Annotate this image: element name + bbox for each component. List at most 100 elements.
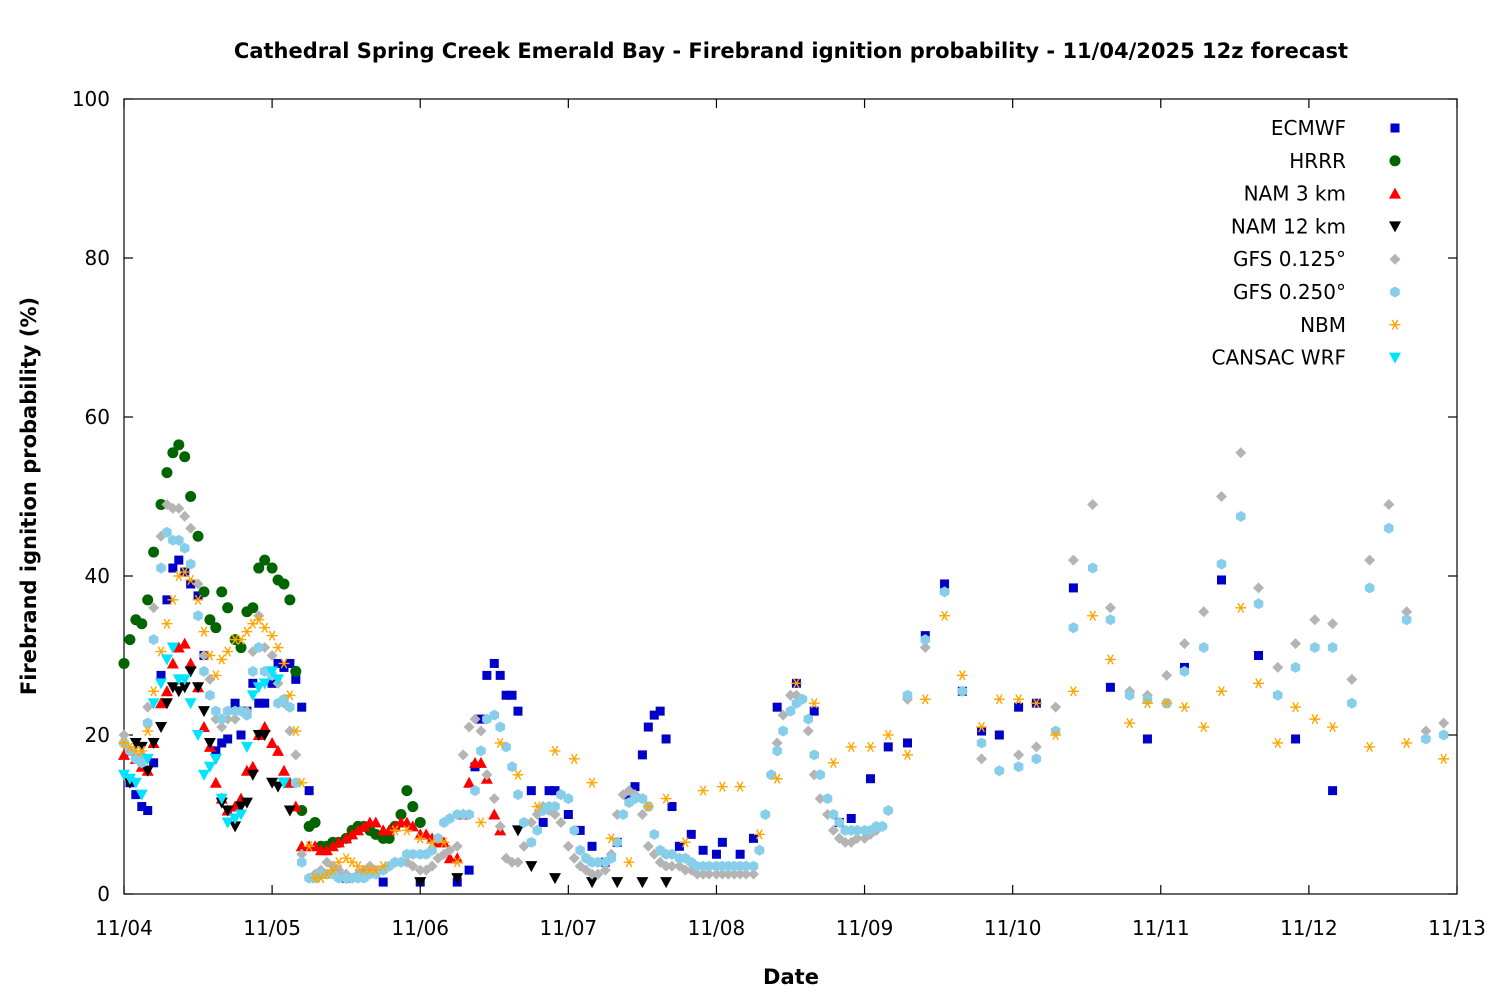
data-point: [173, 502, 185, 514]
data-point: [1272, 661, 1284, 673]
legend: ECMWF HRRR NAM 3 km NAM 12 km GFS 0.125° GFS …: [1211, 116, 1401, 370]
data-point: [1198, 606, 1210, 618]
data-point: [526, 836, 537, 848]
data-point: [254, 698, 264, 708]
data-point: [229, 800, 242, 812]
data-point: [476, 745, 486, 757]
data-point: [204, 673, 216, 685]
data-point: [464, 809, 474, 820]
data-point: [290, 749, 302, 761]
data-point: [513, 706, 523, 716]
data-point: [185, 522, 197, 534]
data-point: [1290, 638, 1302, 650]
data-point: [470, 785, 480, 797]
data-point: [1438, 729, 1449, 741]
data-point: [977, 726, 987, 736]
data-point: [258, 721, 271, 733]
data-point: [851, 832, 863, 844]
data-point: [240, 741, 253, 753]
data-point: [266, 630, 278, 641]
data-point: [433, 832, 443, 844]
data-point: [864, 741, 876, 753]
data-point: [178, 682, 191, 694]
data-point: [253, 562, 265, 574]
data-point: [771, 737, 783, 749]
data-point: [216, 721, 228, 733]
data-point: [142, 725, 154, 737]
data-point: [1401, 614, 1412, 626]
data-point: [760, 809, 771, 820]
data-point: [489, 709, 499, 721]
data-point: [717, 837, 727, 847]
data-point: [180, 542, 190, 554]
data-point: [697, 785, 709, 796]
data-point: [1013, 749, 1025, 761]
data-point: [741, 860, 751, 872]
data-point: [346, 828, 359, 840]
data-point: [178, 674, 191, 686]
data-point: [1141, 698, 1153, 709]
data-point: [1013, 761, 1024, 773]
legend-label: ECMWF: [1271, 116, 1346, 140]
data-point: [369, 816, 382, 828]
data-point: [976, 721, 988, 733]
data-point: [278, 578, 290, 590]
x-tick-label: 11/05: [243, 916, 301, 940]
data-point: [463, 721, 475, 733]
data-point: [185, 491, 197, 502]
data-point: [1142, 734, 1152, 744]
y-tick-label: 100: [72, 87, 110, 111]
data-point: [272, 781, 285, 793]
data-point: [512, 769, 524, 780]
data-point: [883, 742, 893, 752]
data-point: [209, 776, 222, 788]
data-point: [209, 753, 222, 765]
data-point: [247, 602, 259, 614]
data-point: [197, 721, 210, 733]
data-point: [827, 757, 839, 768]
data-point: [217, 713, 227, 725]
data-point: [1420, 725, 1432, 737]
data-point: [414, 877, 427, 889]
data-point: [259, 622, 271, 633]
data-point: [290, 725, 302, 737]
data-point: [426, 837, 438, 848]
data-point: [217, 738, 227, 748]
data-point: [236, 730, 246, 740]
data-point: [210, 622, 222, 634]
data-point: [414, 864, 426, 876]
series-5: [119, 510, 1449, 884]
data-point: [711, 849, 721, 859]
data-point: [156, 670, 166, 680]
data-point: [278, 658, 290, 669]
data-point: [575, 825, 585, 835]
data-point: [260, 698, 270, 708]
data-point: [1309, 614, 1321, 626]
data-point: [118, 769, 130, 781]
data-point: [198, 650, 210, 661]
data-point: [142, 701, 154, 713]
x-tick-label: 11/12: [1280, 916, 1338, 940]
data-point: [414, 816, 426, 828]
data-point: [463, 776, 476, 788]
x-tick-label: 11/11: [1132, 916, 1190, 940]
data-point: [618, 809, 628, 820]
data-point: [494, 737, 506, 749]
data-point: [192, 530, 204, 542]
data-point: [544, 786, 554, 796]
data-point: [637, 750, 647, 760]
data-point: [667, 802, 677, 812]
data-point: [903, 738, 913, 748]
data-point: [569, 824, 579, 836]
data-point: [277, 764, 290, 776]
data-point: [575, 844, 585, 856]
data-point: [266, 650, 278, 661]
data-point: [253, 610, 265, 622]
data-point: [1309, 713, 1321, 725]
data-point: [748, 860, 759, 872]
data-point: [142, 717, 153, 729]
legend-label: GFS 0.125°: [1233, 247, 1346, 271]
data-point: [155, 678, 168, 690]
data-point: [155, 498, 167, 510]
data-point: [606, 852, 616, 864]
